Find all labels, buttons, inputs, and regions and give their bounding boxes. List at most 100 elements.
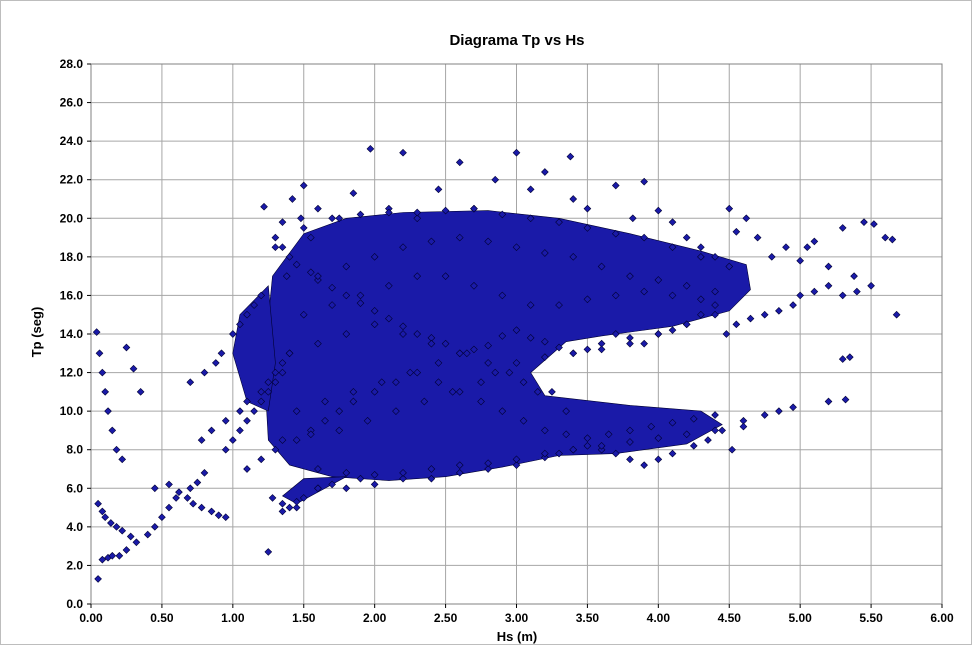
data-point <box>271 445 280 454</box>
data-point <box>221 416 230 425</box>
data-point <box>711 426 719 435</box>
data-point <box>342 469 351 477</box>
y-tick-label: 24.0 <box>60 134 84 148</box>
data-point <box>307 233 315 242</box>
data-point <box>860 218 868 226</box>
data-point <box>697 243 705 252</box>
data-point <box>193 478 202 487</box>
data-point <box>760 310 769 319</box>
data-point <box>98 555 107 564</box>
y-tick-label: 22.0 <box>60 173 84 187</box>
y-tick-label: 26.0 <box>60 96 84 110</box>
data-point <box>455 349 464 358</box>
data-point <box>541 168 549 176</box>
data-point <box>505 368 514 377</box>
data-point <box>370 388 379 396</box>
data-point <box>448 388 457 396</box>
data-point <box>541 453 549 462</box>
data-point <box>427 237 436 246</box>
data-point <box>498 210 507 219</box>
data-point <box>250 301 258 309</box>
data-point <box>569 349 578 358</box>
y-tick-label: 6.0 <box>66 481 83 495</box>
data-point <box>711 287 719 296</box>
data-point <box>399 322 407 331</box>
data-point <box>278 359 287 367</box>
data-point <box>427 474 436 483</box>
data-point <box>271 233 280 242</box>
y-tick-label: 2.0 <box>66 558 83 572</box>
data-point <box>129 364 138 373</box>
data-point <box>725 262 734 271</box>
data-point <box>583 224 592 232</box>
data-point <box>654 276 663 284</box>
x-tick-label: 5.00 <box>788 611 812 625</box>
data-point <box>328 283 336 292</box>
data-point <box>189 499 197 508</box>
data-point <box>654 206 663 215</box>
data-point <box>628 214 637 223</box>
y-tick-label: 8.0 <box>66 443 83 457</box>
x-tick-label: 0.00 <box>79 611 103 625</box>
data-point <box>243 416 251 425</box>
data-point <box>796 256 804 265</box>
data-point <box>654 330 663 338</box>
data-point <box>746 314 755 323</box>
data-point <box>739 422 748 431</box>
data-point <box>689 415 698 423</box>
data-point <box>314 272 322 280</box>
data-point <box>278 368 287 377</box>
data-point <box>455 469 464 477</box>
data-point <box>108 426 117 435</box>
data-point <box>881 233 890 242</box>
data-point <box>406 368 414 377</box>
y-tick-label: 4.0 <box>66 520 83 534</box>
data-point <box>711 310 719 319</box>
data-point <box>292 497 301 506</box>
x-tick-label: 1.00 <box>221 611 245 625</box>
data-point <box>775 407 783 415</box>
data-point <box>399 148 407 157</box>
data-point <box>413 330 422 338</box>
data-point <box>441 339 450 348</box>
data-point <box>217 349 226 358</box>
data-point <box>122 343 131 352</box>
data-point <box>767 253 776 261</box>
data-point <box>264 378 273 387</box>
data-point <box>314 276 322 284</box>
data-point <box>533 388 542 396</box>
data-point <box>207 426 216 435</box>
data-point <box>569 445 578 454</box>
data-point <box>118 526 127 535</box>
data-point <box>356 210 365 219</box>
data-point <box>165 480 173 489</box>
data-point <box>626 426 634 435</box>
data-point <box>697 295 705 304</box>
y-tick-label: 18.0 <box>60 250 84 264</box>
data-point <box>526 214 535 223</box>
data-point <box>427 465 436 473</box>
data-point <box>491 368 500 377</box>
data-point <box>526 301 535 309</box>
data-point <box>704 436 712 444</box>
data-point <box>697 310 705 319</box>
data-point <box>314 204 322 213</box>
data-point <box>257 455 266 464</box>
data-point <box>197 503 206 512</box>
data-point <box>342 291 351 300</box>
data-point <box>892 310 901 319</box>
data-point <box>314 484 322 493</box>
data-point <box>597 445 606 454</box>
data-point <box>292 407 301 415</box>
data-point <box>845 353 854 361</box>
y-axis-label: Tp (seg) <box>29 307 44 358</box>
data-point <box>541 249 549 257</box>
data-point <box>200 469 209 477</box>
data-point <box>512 455 521 464</box>
data-point <box>94 499 102 508</box>
data-point <box>789 403 797 412</box>
data-point <box>512 326 521 334</box>
data-point <box>668 218 677 226</box>
data-point <box>165 503 173 512</box>
data-point <box>434 359 443 367</box>
